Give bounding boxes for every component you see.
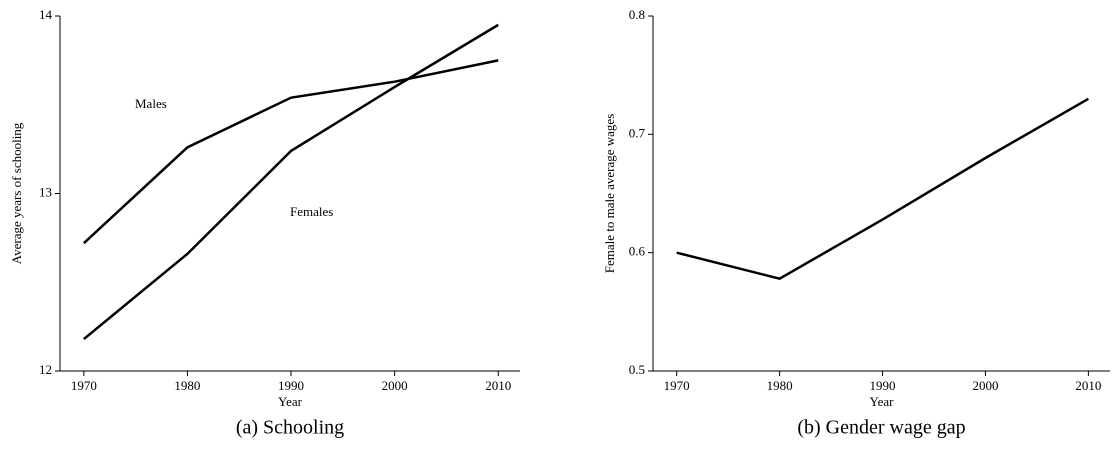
series-label: Females <box>290 204 333 219</box>
x-tick-label: 1980 <box>767 378 793 393</box>
x-tick-label: 2010 <box>1075 378 1101 393</box>
y-tick-label: 0.5 <box>629 362 645 377</box>
caption: (b) Gender wage gap <box>797 417 965 439</box>
x-tick-label: 2000 <box>382 378 408 393</box>
x-axis-label: Year <box>278 394 303 409</box>
series-label: Males <box>135 96 167 111</box>
x-axis-label: Year <box>870 394 895 409</box>
x-tick-label: 1970 <box>664 378 690 393</box>
y-tick-label: 14 <box>39 7 53 22</box>
x-tick-label: 1970 <box>71 378 97 393</box>
x-tick-label: 2000 <box>972 378 998 393</box>
data-line <box>676 97 1090 281</box>
x-tick-label: 2010 <box>485 378 511 393</box>
data-line <box>82 59 499 245</box>
x-tick-label: 1990 <box>870 378 896 393</box>
y-tick-label: 0.7 <box>629 125 646 140</box>
y-axis-label: Female to male average wages <box>602 114 617 274</box>
y-tick-label: 0.6 <box>629 244 646 259</box>
y-tick-label: 12 <box>39 362 52 377</box>
y-tick-label: 13 <box>39 184 52 199</box>
data-line <box>83 23 499 341</box>
y-tick-label: 0.8 <box>629 7 645 22</box>
caption: (a) Schooling <box>236 417 344 439</box>
y-axis-label: Average years of schooling <box>9 122 24 264</box>
x-tick-label: 1990 <box>278 378 304 393</box>
x-tick-label: 1980 <box>174 378 200 393</box>
